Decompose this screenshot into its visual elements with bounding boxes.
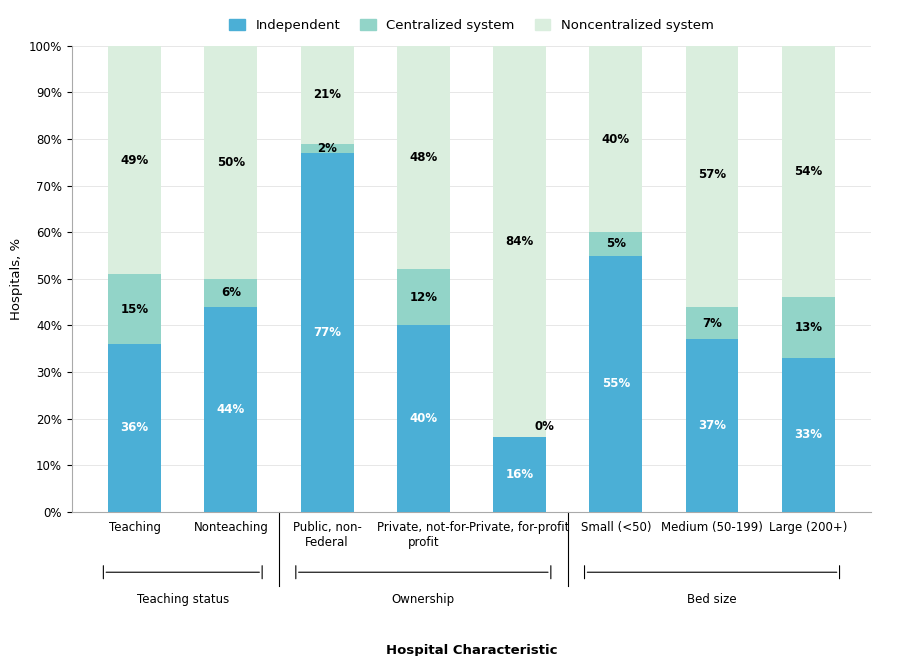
Text: 0%: 0% xyxy=(534,420,554,434)
Bar xyxy=(301,144,354,153)
Bar xyxy=(397,270,450,325)
Text: 6%: 6% xyxy=(221,286,241,299)
Text: Teaching status: Teaching status xyxy=(136,593,229,606)
Bar xyxy=(205,307,258,512)
Legend: Independent, Centralized system, Noncentralized system: Independent, Centralized system, Noncent… xyxy=(225,15,718,36)
Text: Hospital Characteristic: Hospital Characteristic xyxy=(386,644,557,656)
Bar xyxy=(108,46,161,274)
Text: 12%: 12% xyxy=(409,291,437,304)
Bar xyxy=(301,153,354,512)
Text: 7%: 7% xyxy=(702,317,722,329)
Text: 48%: 48% xyxy=(409,151,437,164)
Bar xyxy=(782,297,835,358)
Text: 57%: 57% xyxy=(698,167,726,180)
Text: 54%: 54% xyxy=(794,165,823,178)
Text: 77%: 77% xyxy=(313,326,341,339)
Text: Ownership: Ownership xyxy=(392,593,455,606)
Bar xyxy=(397,325,450,512)
Bar xyxy=(108,344,161,512)
Bar xyxy=(782,358,835,512)
Bar xyxy=(205,279,258,307)
Bar xyxy=(589,255,642,512)
Text: 36%: 36% xyxy=(120,421,149,434)
Text: 2%: 2% xyxy=(317,142,337,155)
Bar xyxy=(589,232,642,255)
Text: 37%: 37% xyxy=(698,419,726,432)
Bar xyxy=(397,46,450,270)
Bar xyxy=(685,41,738,307)
Bar xyxy=(589,46,642,232)
Text: 55%: 55% xyxy=(602,377,629,390)
Bar xyxy=(685,307,738,339)
Bar xyxy=(493,46,546,437)
Bar xyxy=(782,46,835,297)
Bar xyxy=(685,339,738,512)
Text: 21%: 21% xyxy=(313,89,341,101)
Text: 40%: 40% xyxy=(409,412,437,425)
Text: Bed size: Bed size xyxy=(687,593,737,606)
Y-axis label: Hospitals, %: Hospitals, % xyxy=(10,237,23,320)
Text: 33%: 33% xyxy=(794,428,823,441)
Text: 44%: 44% xyxy=(216,403,245,416)
Bar xyxy=(493,437,546,512)
Text: 13%: 13% xyxy=(794,321,823,334)
Text: 84%: 84% xyxy=(506,235,533,248)
Text: 16%: 16% xyxy=(506,468,533,481)
Text: 40%: 40% xyxy=(602,133,629,146)
Text: 49%: 49% xyxy=(120,154,149,167)
Text: 50%: 50% xyxy=(216,156,245,169)
Bar xyxy=(108,274,161,344)
Bar xyxy=(301,46,354,144)
Bar xyxy=(205,46,258,279)
Text: 5%: 5% xyxy=(606,237,626,251)
Text: 15%: 15% xyxy=(120,302,149,316)
